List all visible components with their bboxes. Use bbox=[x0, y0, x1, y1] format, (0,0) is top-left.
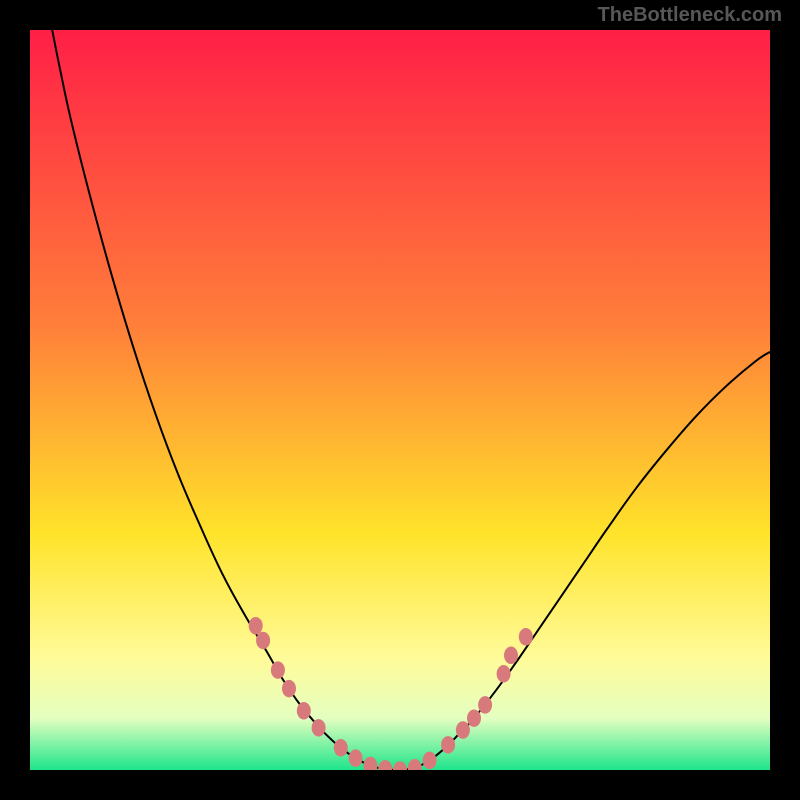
curve-layer bbox=[30, 30, 770, 770]
data-marker bbox=[519, 628, 533, 646]
data-marker bbox=[408, 759, 422, 770]
data-marker bbox=[312, 719, 326, 737]
data-marker bbox=[334, 739, 348, 757]
data-marker bbox=[282, 680, 296, 698]
data-marker bbox=[456, 721, 470, 739]
right-curve bbox=[400, 352, 770, 770]
data-marker bbox=[497, 665, 511, 683]
data-marker bbox=[478, 696, 492, 714]
marker-group bbox=[249, 617, 533, 770]
data-marker bbox=[363, 757, 377, 770]
watermark-text: TheBottleneck.com bbox=[598, 4, 782, 27]
plot-background bbox=[30, 30, 770, 770]
data-marker bbox=[467, 709, 481, 727]
data-marker bbox=[378, 760, 392, 770]
data-marker bbox=[256, 632, 270, 650]
data-marker bbox=[349, 749, 363, 767]
data-marker bbox=[423, 752, 437, 770]
data-marker bbox=[271, 661, 285, 679]
data-marker bbox=[393, 761, 407, 770]
data-marker bbox=[441, 736, 455, 754]
data-marker bbox=[297, 702, 311, 720]
data-marker bbox=[504, 647, 518, 665]
data-marker bbox=[249, 617, 263, 635]
left-curve bbox=[52, 30, 400, 770]
